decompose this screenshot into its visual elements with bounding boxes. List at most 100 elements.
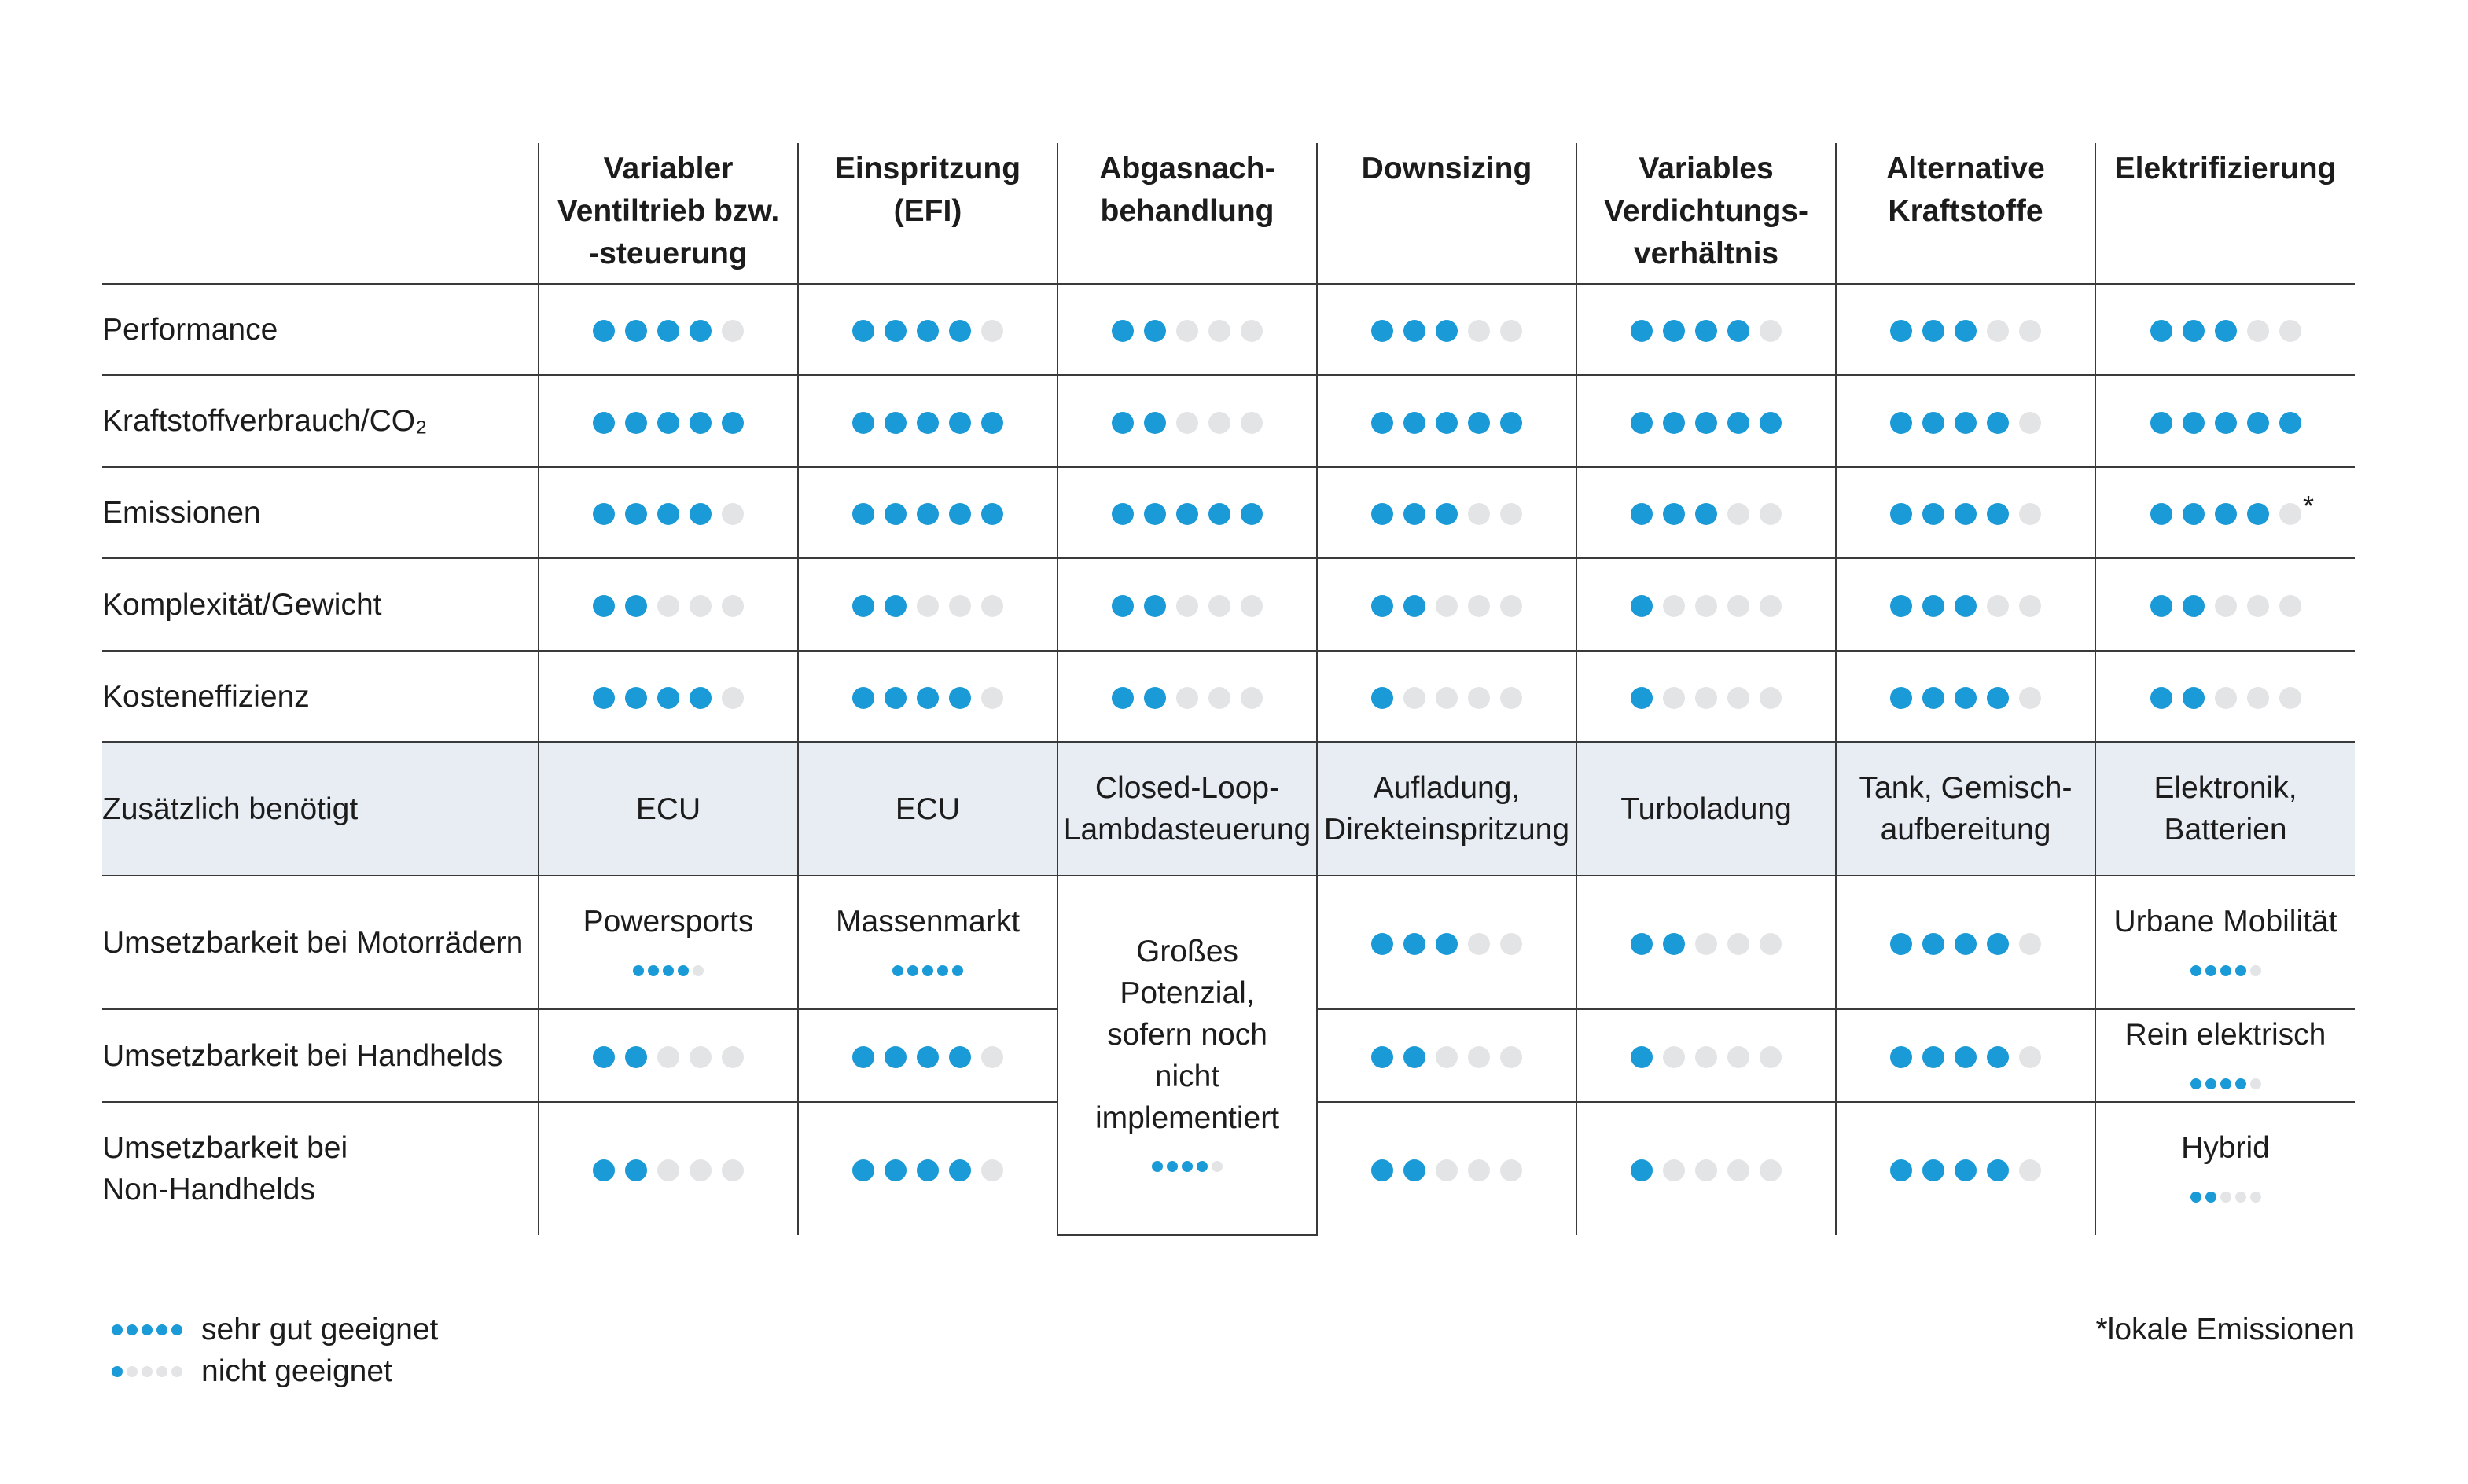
rating-dots [1112,687,1263,710]
rating-cell: Elektronik, Batterien [2095,742,2355,876]
filled-dot [1144,503,1166,526]
filled-dot [690,503,712,526]
filled-dot [1922,933,1944,956]
filled-dot [1144,687,1166,710]
rating-cell [2095,375,2355,468]
rating-dots [2190,1078,2261,1089]
rating-dots [852,503,1003,526]
empty-dot [1663,595,1685,618]
filled-dot [2150,595,2172,618]
filled-dot [852,687,874,710]
rating-dots [593,320,744,343]
rating-cell [1057,375,1317,468]
rating-dots [1371,687,1522,710]
filled-dot [1436,933,1458,956]
filled-dot [1241,503,1263,526]
filled-dot [1403,1046,1425,1069]
empty-dot [1760,933,1782,956]
column-header-line: Einspritzung [834,152,1021,186]
technology-comparison-table: Variabler Ventiltrieb bzw. -steuerung Einsp… [102,143,2355,1236]
row-label-text: Umsetzbarkeit bei Motorrädern [102,925,524,960]
empty-dot [1663,687,1685,710]
rating-cell: Rein elektrisch [2095,1009,2355,1103]
filled-dot [852,320,874,343]
rating-dots [1371,595,1522,618]
rating-cell [538,467,798,559]
rating-dots [593,1046,744,1069]
empty-dot [981,1159,1003,1182]
rating-cell [1316,284,1576,376]
empty-dot [1176,320,1198,343]
filled-dot [1371,411,1393,434]
column-header-line: Abgasnach- [1099,152,1275,186]
rating-dots [852,320,1003,343]
filled-dot [1371,1159,1393,1182]
filled-dot [1371,595,1393,618]
row-label-text: Performance [102,312,278,347]
empty-dot [722,503,744,526]
filled-dot [949,320,971,343]
empty-dot [171,1366,182,1377]
filled-dot [949,411,971,434]
column-header-line: Ventiltrieb bzw. [557,194,780,228]
filled-dot [1371,933,1393,956]
filled-dot [917,687,939,710]
table-row: Kraftstoffverbrauch/CO₂ [102,375,2355,468]
empty-dot [1695,595,1717,618]
empty-dot [1663,1046,1685,1069]
empty-dot [2019,1046,2041,1069]
filled-dot [1436,320,1458,343]
rating-cell [538,375,798,468]
rating-dots [2190,1191,2261,1203]
rating-dots [112,1366,182,1377]
filled-dot [1890,320,1912,343]
rating-dots [1890,503,2041,526]
filled-dot [1197,1161,1208,1173]
empty-dot [1500,320,1522,343]
filled-dot [2214,320,2237,343]
empty-dot [1695,933,1717,956]
rating-cell [797,284,1057,376]
column-header-line: Alternative [1886,152,2045,186]
rating-cell [2095,558,2355,652]
filled-dot [1955,687,1977,710]
empty-dot [981,687,1003,710]
rating-cell [797,558,1057,652]
column-header-line: (EFI) [893,194,962,228]
rating-dots [1112,411,1263,434]
empty-dot [1500,933,1522,956]
filled-dot [1436,411,1458,434]
empty-dot [1663,1159,1685,1182]
filled-dot [1631,411,1653,434]
rating-dots [1631,503,1782,526]
filled-dot [2205,1191,2216,1203]
filled-dot [1371,687,1393,710]
cell-text: Hybrid [2181,1131,2270,1165]
empty-dot [1468,320,1490,343]
filled-dot [1403,411,1425,434]
column-header-line: Variabler [603,152,734,186]
filled-dot [885,503,907,526]
filled-dot [1403,503,1425,526]
empty-dot [2249,1191,2261,1203]
rating-cell [538,284,798,376]
cell-text: Closed-Loop-Lambdasteuerung [1063,771,1311,847]
filled-dot [2150,687,2172,710]
filled-dot [1890,1046,1912,1069]
rating-dots [1631,595,1782,618]
rating-dots [2150,595,2301,618]
empty-dot [1760,595,1782,618]
empty-dot [657,1159,679,1182]
empty-dot [690,1046,712,1069]
empty-dot [2019,411,2041,434]
rating-dots [593,687,744,710]
rating-cell [1057,284,1317,376]
rating-cell [1835,876,2095,1010]
rating-dots [2150,687,2301,710]
rating-dots [593,1159,744,1182]
empty-dot [981,1046,1003,1069]
row-label: Kraftstoffverbrauch/CO₂ [102,375,539,468]
empty-dot [1212,1161,1223,1173]
filled-dot [952,964,963,976]
filled-dot [2150,503,2172,526]
